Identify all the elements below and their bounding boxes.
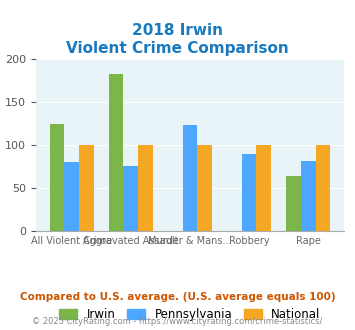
Bar bbox=[197, 145, 212, 231]
Bar bbox=[242, 154, 256, 231]
Bar bbox=[124, 166, 138, 231]
Text: Violent Crime Comparison: Violent Crime Comparison bbox=[66, 41, 289, 56]
Bar bbox=[286, 176, 301, 231]
Bar bbox=[109, 74, 124, 231]
Legend: Irwin, Pennsylvania, National: Irwin, Pennsylvania, National bbox=[54, 302, 326, 327]
Text: 2018 Irwin: 2018 Irwin bbox=[132, 23, 223, 38]
Bar bbox=[64, 162, 79, 231]
Bar bbox=[301, 161, 316, 231]
Text: © 2025 CityRating.com - https://www.cityrating.com/crime-statistics/: © 2025 CityRating.com - https://www.city… bbox=[32, 317, 323, 326]
Bar bbox=[256, 145, 271, 231]
Bar bbox=[182, 125, 197, 231]
Text: Compared to U.S. average. (U.S. average equals 100): Compared to U.S. average. (U.S. average … bbox=[20, 292, 335, 302]
Bar bbox=[138, 145, 153, 231]
Bar bbox=[79, 145, 94, 231]
Bar bbox=[316, 145, 330, 231]
Bar bbox=[50, 124, 64, 231]
